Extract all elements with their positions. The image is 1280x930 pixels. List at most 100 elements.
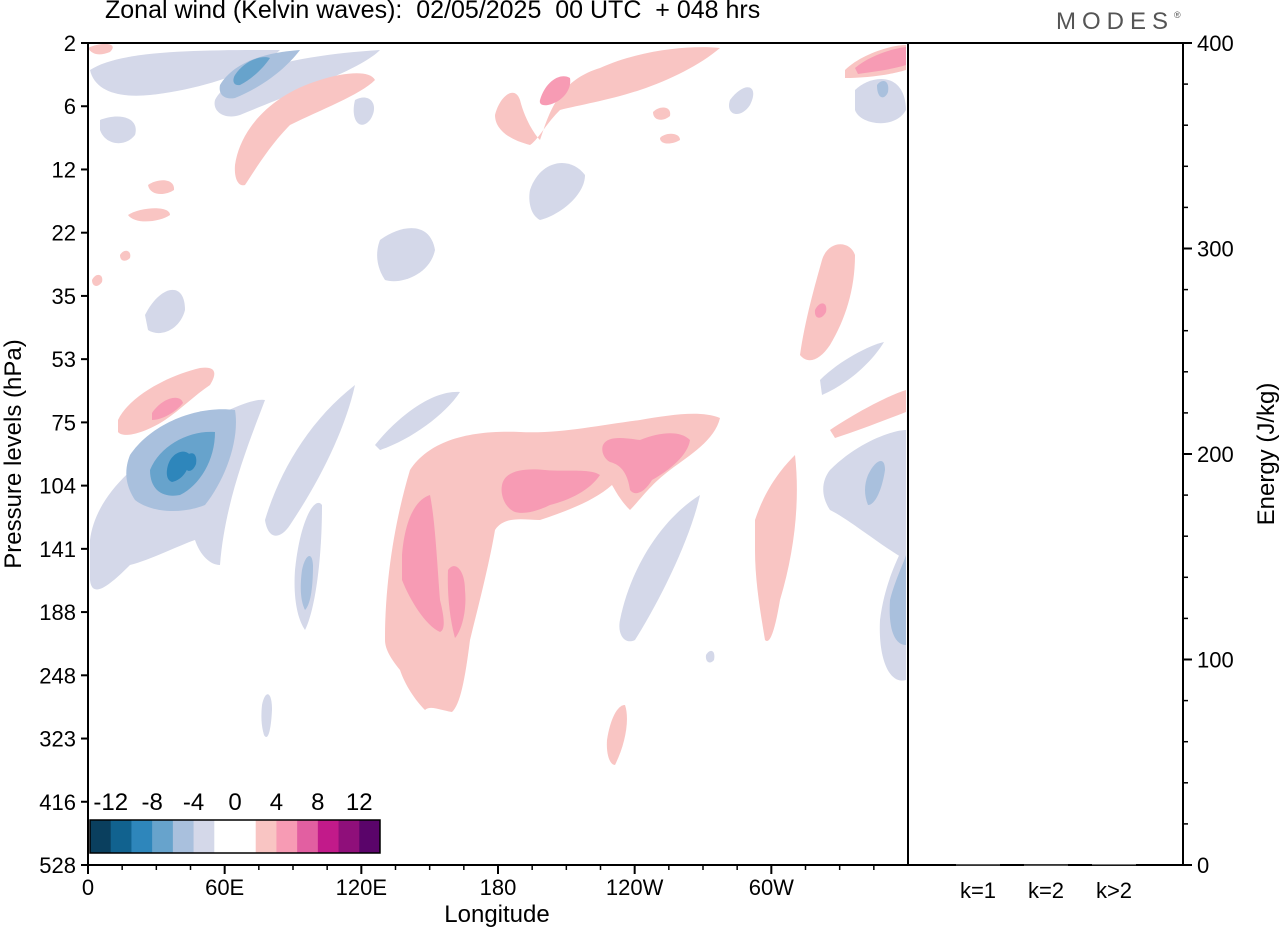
easterly-region	[300, 555, 313, 610]
westerly-region	[855, 47, 906, 74]
pressure-tick-label: 104	[39, 474, 76, 499]
easterly-region	[261, 694, 272, 738]
pressure-tick-label: 528	[39, 853, 76, 878]
easterly-region	[233, 57, 270, 86]
colorbar-label: -12	[93, 789, 128, 816]
wavenumber-label: k=2	[1028, 878, 1064, 903]
westerly-weak-regions	[88, 43, 906, 765]
westerly-region	[402, 495, 444, 632]
brand-text: MODES	[1056, 8, 1175, 35]
brand-registered-mark: ®	[1174, 10, 1181, 20]
colorbar-label: 12	[346, 789, 373, 816]
easterly-region	[820, 342, 884, 395]
energy-bar	[956, 864, 1000, 866]
energy-tick-label: 100	[1197, 648, 1234, 673]
pressure-axis: 2 6 12 22 35 53 75 104 141 188 248 323 416 528	[39, 31, 88, 878]
colorbar-label: -8	[141, 789, 162, 816]
y-axis-title: Pressure levels (hPa)	[0, 339, 27, 568]
westerly-region	[148, 180, 175, 195]
energy-bar	[1024, 864, 1068, 866]
colorbar-frame	[89, 819, 381, 854]
colorbar-swatch	[338, 820, 360, 853]
pressure-tick-label: 53	[52, 347, 76, 372]
chart-title: Zonal wind (Kelvin waves): 02/05/2025 00…	[105, 0, 761, 24]
westerly-region	[539, 76, 571, 106]
westerly-region	[800, 244, 855, 361]
easterly-region	[90, 50, 280, 96]
longitude-tick-label: 0	[82, 875, 94, 900]
x-axis-title: Longitude	[444, 901, 549, 928]
energy-axis-title: Energy (J/kg)	[1253, 383, 1280, 526]
colorbar-swatch	[276, 820, 298, 853]
colorbar-swatch	[317, 820, 340, 853]
westerly-region	[660, 133, 680, 144]
easterly-region	[877, 80, 889, 98]
easterly-region	[889, 555, 906, 645]
westerly-region	[152, 397, 183, 420]
longitude-tick-label: 120E	[336, 875, 387, 900]
easterly-region	[823, 430, 906, 560]
easterly-region	[219, 50, 300, 99]
westerly-region	[234, 73, 375, 186]
westerly-region	[602, 433, 690, 494]
energy-tick-label: 0	[1197, 853, 1209, 878]
pressure-tick-label: 248	[39, 663, 76, 688]
pressure-tick-label: 188	[39, 600, 76, 625]
easterly-region	[865, 460, 885, 505]
easterly-region	[855, 78, 906, 124]
colorbar-swatch	[152, 820, 174, 853]
energy-tick-label: 200	[1197, 442, 1234, 467]
colorbar-label: 0	[228, 789, 241, 816]
westerly-region	[501, 469, 600, 513]
energy-bars	[956, 864, 1136, 866]
easterly-region	[375, 391, 460, 450]
easterly-weak-regions	[90, 50, 906, 738]
westerly-region	[653, 107, 671, 120]
pressure-tick-label: 141	[39, 537, 76, 562]
longitude-tick-label: 180	[480, 875, 517, 900]
colorbar: -12 -8 -4 0 4 8 12	[89, 789, 381, 854]
easterly-region	[353, 97, 375, 125]
westerly-region	[120, 250, 131, 261]
zonal-wind-contour-field	[88, 43, 906, 765]
pressure-tick-label: 6	[64, 94, 76, 119]
colorbar-swatch	[214, 820, 236, 853]
pressure-tick-label: 35	[52, 284, 76, 309]
colorbar-swatch	[110, 820, 132, 853]
westerly-region	[92, 274, 103, 286]
longitude-tick-label: 60E	[205, 875, 244, 900]
westerly-region	[128, 208, 170, 222]
easterly-region	[529, 163, 585, 220]
westerly-region	[495, 47, 720, 145]
westerly-region	[447, 566, 466, 638]
westerly-region	[606, 705, 627, 765]
easterly-region	[729, 87, 754, 115]
easterly-region	[145, 289, 185, 334]
wavenumber-axis: k=1 k=2 k>2	[960, 878, 1132, 903]
longitude-axis: 0 60E 120E 180 120W 60W	[82, 865, 875, 900]
colorbar-label: -4	[183, 789, 204, 816]
wavenumber-label: k=1	[960, 878, 996, 903]
colorbar-label: 4	[270, 789, 283, 816]
westerly-region	[88, 43, 113, 55]
modes-logo: MODES®	[1056, 8, 1181, 36]
longitude-tick-label: 120W	[606, 875, 664, 900]
wavenumber-label: k>2	[1096, 878, 1132, 903]
easterly-region	[185, 453, 197, 471]
colorbar-label: 8	[311, 789, 324, 816]
pressure-tick-label: 75	[52, 410, 76, 435]
westerly-moderate-regions	[152, 47, 906, 638]
pressure-tick-label: 323	[39, 727, 76, 752]
colorbar-swatch	[297, 820, 319, 853]
easterly-region	[377, 228, 435, 282]
pressure-tick-label: 12	[52, 157, 76, 182]
colorbar-swatch	[235, 820, 257, 853]
pressure-tick-label: 416	[39, 790, 76, 815]
easterly-region	[100, 116, 136, 144]
easterly-region	[166, 451, 190, 482]
longitude-tick-label: 60W	[749, 875, 794, 900]
easterly-region	[265, 385, 355, 536]
colorbar-swatch	[255, 820, 277, 853]
energy-tick-label: 300	[1197, 237, 1234, 262]
